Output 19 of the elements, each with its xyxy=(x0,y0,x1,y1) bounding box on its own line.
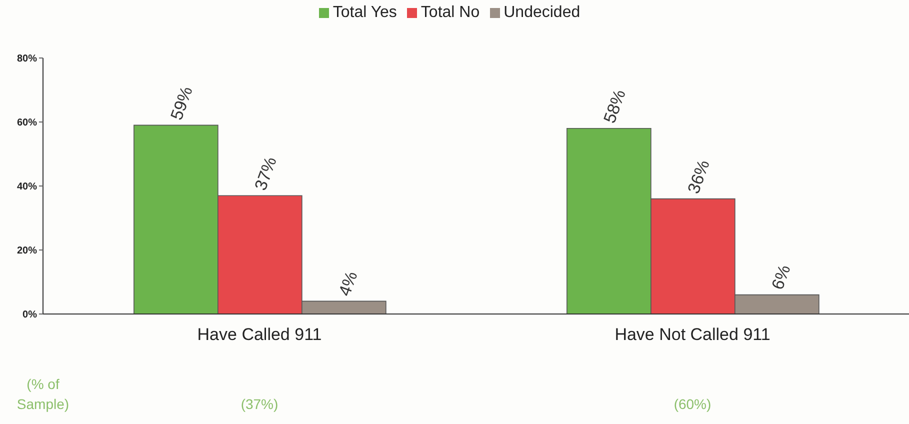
data-label: 6% xyxy=(768,262,794,292)
data-label: 37% xyxy=(251,154,280,193)
x-tick-label: Have Called 911 xyxy=(197,325,322,344)
data-label: 4% xyxy=(335,268,362,298)
data-label: 59% xyxy=(167,84,196,122)
data-label: 58% xyxy=(600,87,630,126)
legend-label: Total No xyxy=(420,4,480,21)
y-tick-label: 20% xyxy=(16,246,38,257)
data-label: 36% xyxy=(684,158,714,196)
y-tick-label: 80% xyxy=(16,54,38,65)
x-tick-label: Have Not Called 911 xyxy=(614,325,770,344)
legend-label: Total Yes xyxy=(332,4,397,21)
y-tick-label: 40% xyxy=(16,182,38,193)
legend-label: Undecided xyxy=(504,4,580,21)
text: (37%) xyxy=(240,396,280,412)
y-tick-label: 0% xyxy=(22,310,38,321)
y-tick-label: 60% xyxy=(16,118,38,129)
sample-note: (% of Sample) xyxy=(16,375,70,414)
text: (60%) xyxy=(672,396,712,412)
